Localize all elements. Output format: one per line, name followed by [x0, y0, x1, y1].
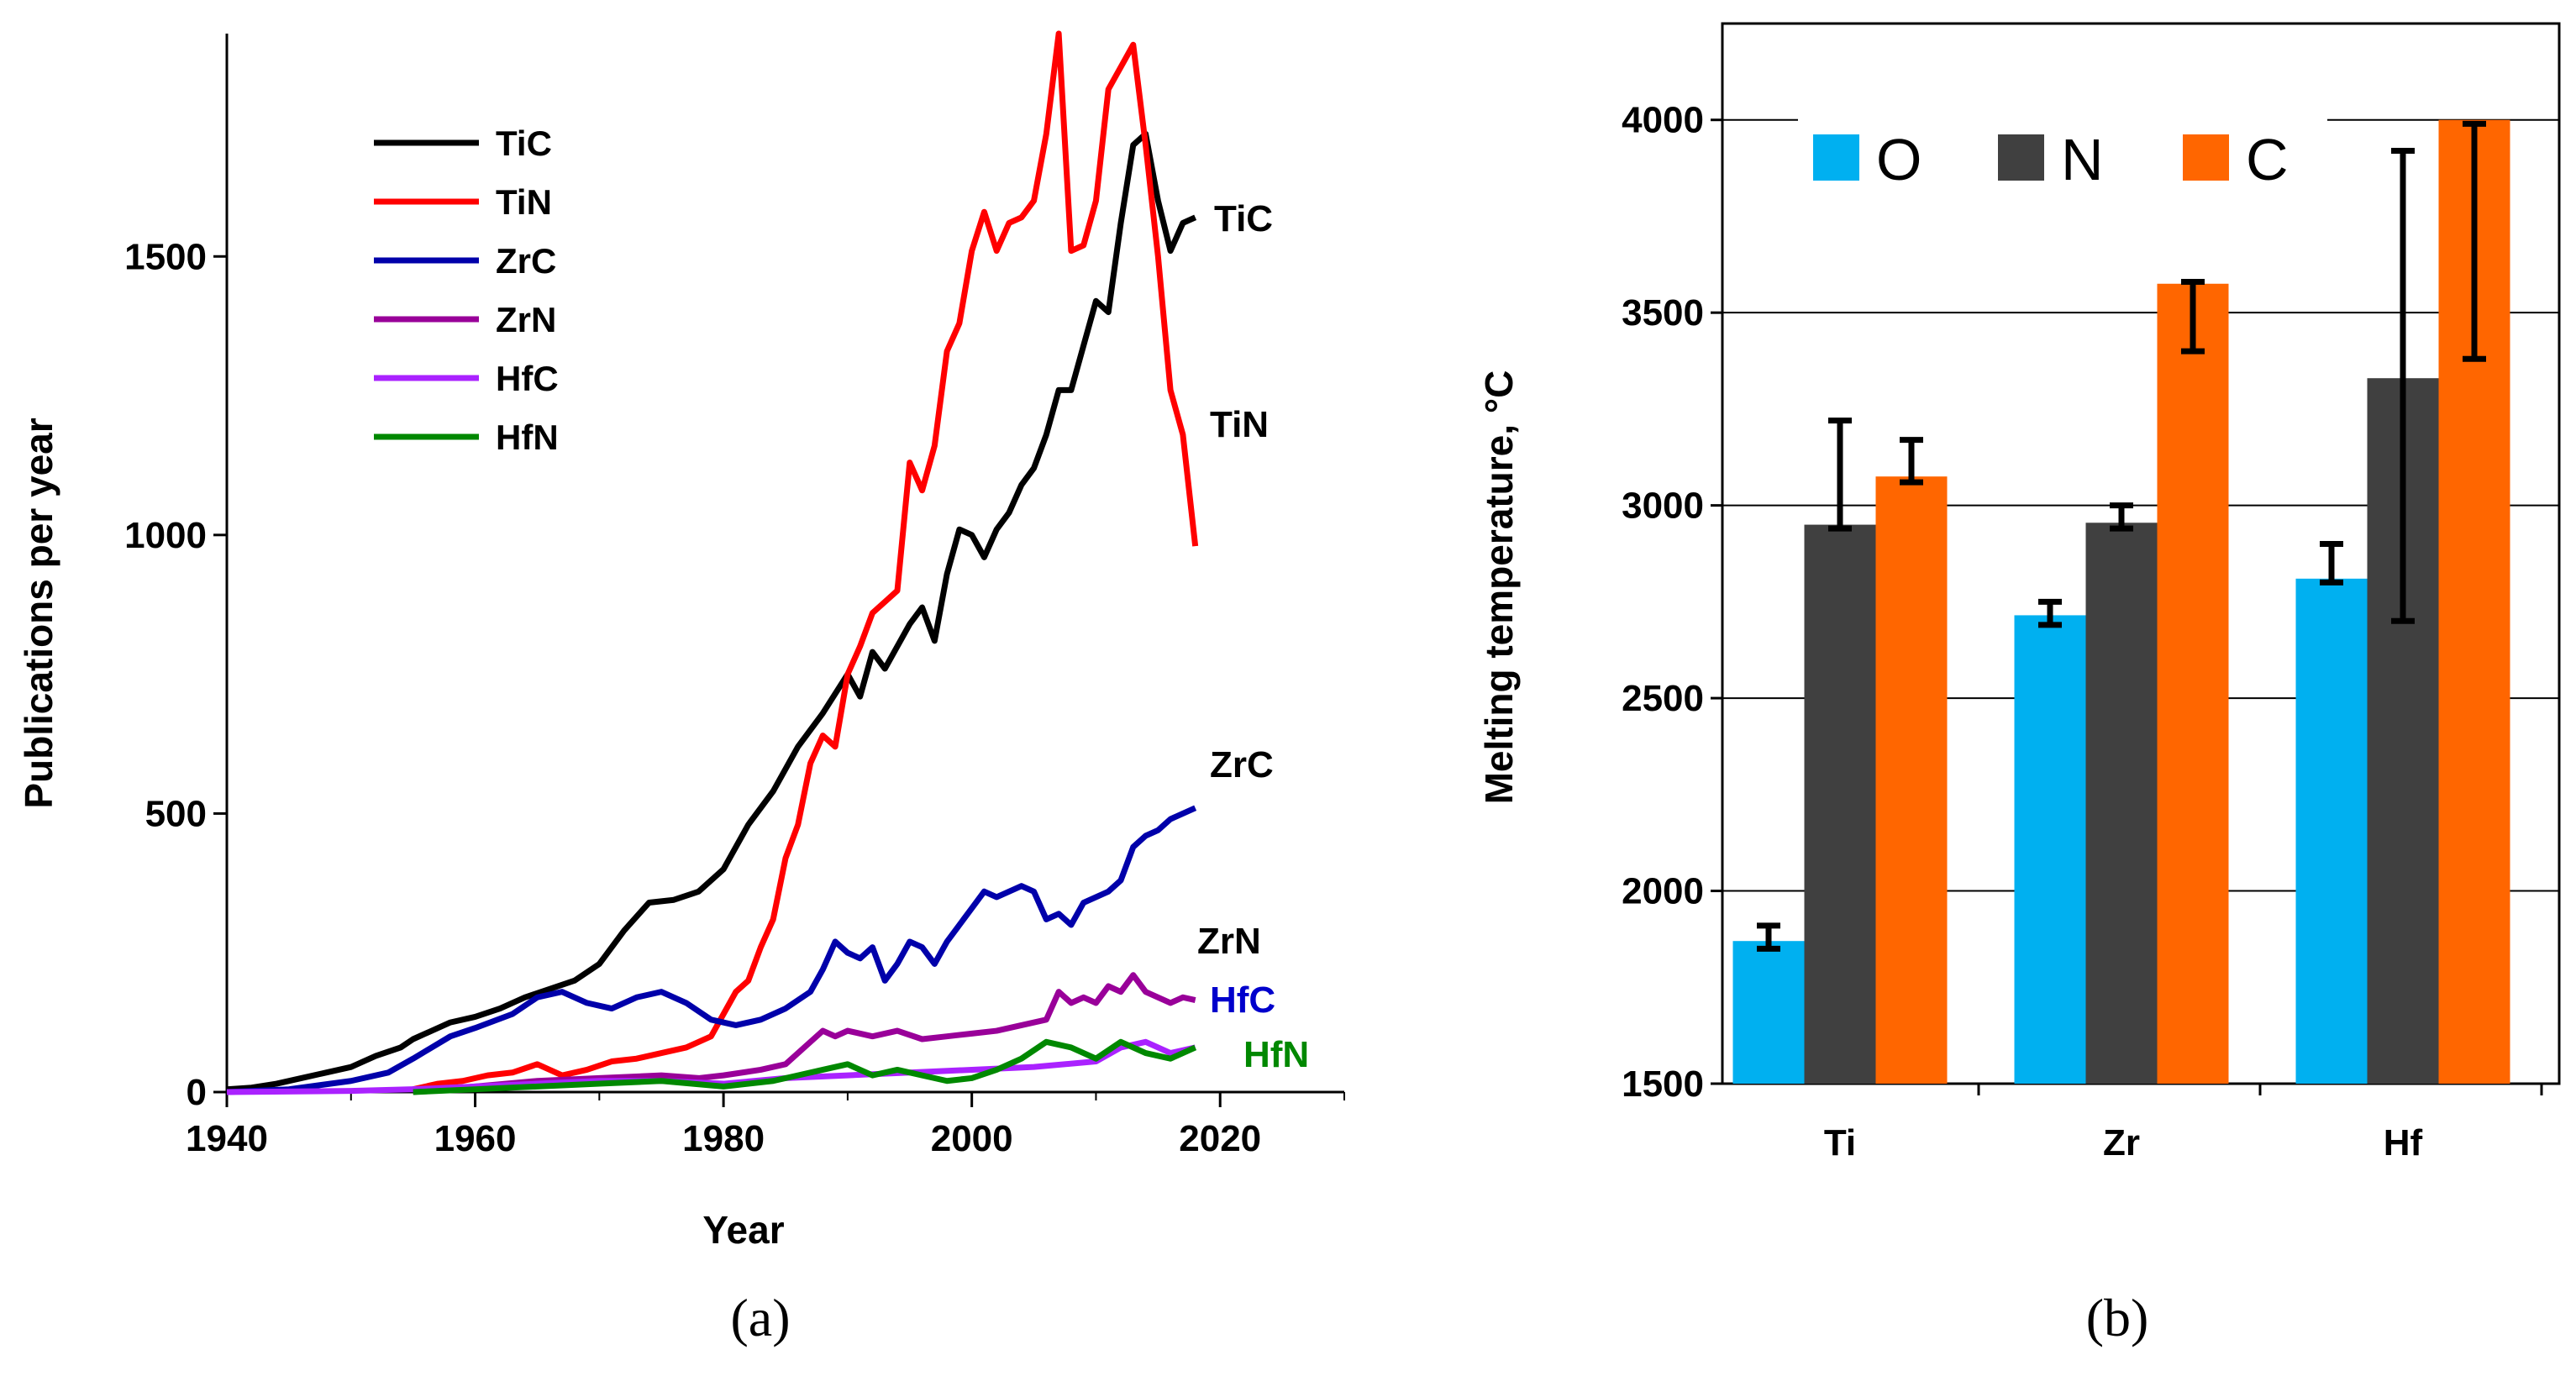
y-tick-label: 3500 — [1622, 292, 1704, 333]
end-label-zrn: ZrN — [1197, 921, 1261, 962]
y-tick-label: 500 — [145, 793, 207, 834]
caption-b: (b) — [2086, 1288, 2149, 1347]
x-tick-label: 1980 — [682, 1118, 765, 1159]
y-tick-label: 1500 — [124, 236, 207, 277]
y-tick-label: 3000 — [1622, 486, 1704, 527]
legend-label-tic: TiC — [496, 123, 552, 163]
y-tick-label: 2000 — [1622, 871, 1704, 912]
bar-o-ti — [1732, 941, 1805, 1084]
bar-c-zr — [2157, 283, 2229, 1084]
series-line-zrn — [413, 972, 1196, 1095]
legend-swatch-n — [1998, 134, 2044, 181]
legend-label-zrn: ZrN — [496, 300, 556, 339]
panel-b-bar-chart: 1500 2000 2500 3000 3500 4000 Melting temperat… — [1477, 22, 2561, 1347]
legend-label-tin: TiN — [496, 182, 552, 222]
bar-c-ti — [1875, 476, 1948, 1084]
y-tick-label: 1500 — [1622, 1064, 1704, 1105]
bar-o-zr — [2014, 615, 2086, 1084]
x-tick-label: 1940 — [186, 1118, 268, 1159]
legend-label-hfn: HfN — [496, 418, 559, 457]
bar-o-hf — [2295, 578, 2368, 1084]
y-axis-title: Publications per year — [17, 418, 60, 808]
end-label-tic: TiC — [1214, 198, 1273, 239]
x-tick-label: 2020 — [1179, 1118, 1261, 1159]
series-line-hfn — [413, 1038, 1197, 1095]
x-axis-title: Year — [702, 1208, 784, 1252]
legend-swatch-c — [2183, 134, 2229, 181]
bar-n-zr — [2085, 523, 2158, 1084]
category-label-hf: Hf — [2384, 1122, 2423, 1163]
legend-label-hfc: HfC — [496, 359, 559, 398]
x-tick-label: 1960 — [434, 1118, 517, 1159]
legend-label-o: O — [1876, 127, 1921, 192]
y-tick-label: 0 — [187, 1072, 207, 1113]
series-line-tin — [412, 30, 1199, 1093]
y-tick-label: 1000 — [124, 515, 207, 556]
category-label-ti: Ti — [1824, 1122, 1856, 1163]
y-tick-label: 4000 — [1622, 100, 1704, 141]
end-label-zrc: ZrC — [1210, 744, 1274, 785]
end-label-hfc: HfC — [1210, 979, 1275, 1021]
legend-label-c: C — [2246, 127, 2289, 192]
panel-a-line-chart: 1940 1960 1980 2000 2020 0 500 1000 1500 Year Publ… — [17, 30, 1345, 1347]
y-tick-label: 2500 — [1622, 678, 1704, 719]
end-label-tin: TiN — [1210, 404, 1269, 445]
legend-label-n: N — [2061, 127, 2104, 192]
category-label-zr: Zr — [2103, 1122, 2140, 1163]
y-axis-title: Melting temperature, °C — [1477, 370, 1521, 805]
series-line-zrc — [226, 805, 1197, 1095]
legend-swatch-o — [1813, 134, 1859, 181]
legend-label-zrc: ZrC — [496, 241, 556, 281]
caption-a: (a) — [730, 1288, 790, 1347]
bar-n-ti — [1804, 524, 1876, 1084]
x-tick-label: 2000 — [931, 1118, 1013, 1159]
end-label-hfn: HfN — [1243, 1034, 1309, 1075]
legend-background — [1798, 118, 2327, 214]
series-line-tic — [226, 130, 1197, 1093]
